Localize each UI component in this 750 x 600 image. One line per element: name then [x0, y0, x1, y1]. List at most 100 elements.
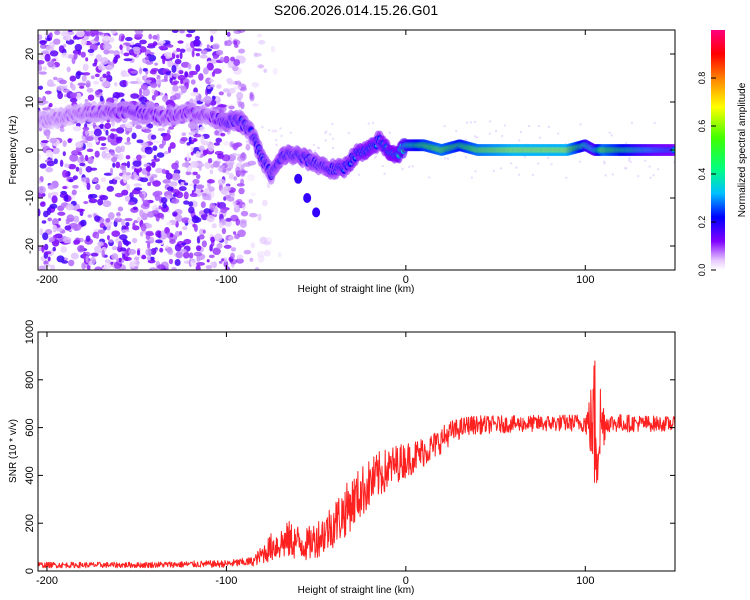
noise-blob [195, 48, 202, 52]
noise-blob [49, 237, 56, 243]
noise-blob [174, 258, 181, 266]
noise-dot [503, 124, 507, 127]
noise-blob [249, 257, 254, 262]
noise-blob [141, 193, 145, 202]
noise-dot [324, 131, 327, 135]
noise-blob [257, 64, 265, 69]
noise-blob [124, 217, 133, 222]
noise-blob [233, 59, 241, 66]
noise-blob [84, 154, 89, 162]
noise-blob [129, 260, 136, 269]
noise-dot [407, 165, 411, 168]
noise-blob [39, 228, 44, 236]
noise-blob [199, 228, 205, 236]
noise-blob [235, 55, 245, 60]
noise-dot [608, 131, 611, 134]
noise-blob [121, 218, 125, 226]
noise-blob [195, 150, 201, 159]
noise-blob [127, 201, 136, 206]
noise-blob [216, 243, 223, 249]
noise-blob [86, 148, 94, 153]
snr-panel: -200 -100 0 100 0 200 400 600 800 1000 Height of… [8, 320, 676, 596]
noise-blob [209, 78, 214, 83]
noise-blob [180, 248, 187, 253]
noise-blob [216, 84, 222, 89]
noise-blob [199, 54, 208, 59]
noise-blob [145, 230, 154, 236]
noise-blob [166, 221, 172, 226]
noise-blob [78, 167, 83, 176]
noise-dot [470, 176, 474, 179]
noise-dot [475, 136, 479, 139]
noise-blob [195, 184, 205, 190]
noise-blob [140, 142, 149, 147]
noise-blob [125, 130, 130, 135]
noise-blob [198, 73, 204, 81]
noise-blob [150, 82, 158, 88]
noise-blob [150, 248, 157, 255]
noise-blob [155, 230, 163, 238]
noise-blob [131, 132, 137, 140]
noise-blob [190, 151, 194, 156]
noise-blob [145, 248, 152, 256]
noise-dot [624, 167, 628, 170]
noise-blob [195, 245, 202, 252]
noise-blob [211, 58, 218, 64]
noise-blob [263, 240, 271, 246]
noise-blob [71, 150, 80, 156]
noise-blob [190, 146, 194, 152]
noise-blob [224, 266, 231, 270]
noise-blob [87, 214, 93, 218]
noise-blob [144, 56, 149, 61]
noise-blob [119, 247, 127, 252]
noise-blob [253, 52, 258, 58]
noise-blob [220, 132, 226, 137]
noise-blob [72, 125, 82, 132]
noise-blob [129, 41, 134, 46]
x-tick-label: -200 [36, 274, 58, 286]
noise-blob [149, 267, 159, 270]
noise-blob [233, 40, 238, 45]
noise-blob [221, 154, 231, 162]
noise-blob [144, 79, 152, 83]
noise-blob [48, 32, 53, 39]
colorbar-gradient [711, 30, 725, 270]
noise-dot [649, 176, 652, 180]
noise-blob [227, 80, 236, 85]
noise-blob [162, 95, 169, 103]
noise-dot [267, 129, 271, 132]
noise-blob [47, 217, 53, 222]
noise-blob [153, 190, 163, 196]
noise-blob [49, 137, 57, 144]
noise-blob [80, 51, 86, 58]
noise-dot [500, 134, 504, 138]
noise-blob [133, 48, 141, 55]
noise-blob [80, 154, 84, 162]
noise-blob [195, 52, 200, 57]
noise-blob [240, 178, 245, 186]
noise-blob [123, 176, 127, 184]
noise-blob [58, 79, 67, 85]
noise-blob [173, 80, 180, 84]
noise-blob [166, 247, 173, 254]
noise-blob [171, 162, 179, 170]
noise-blob [62, 169, 68, 178]
noise-blob [90, 75, 95, 80]
noise-dot [373, 156, 377, 160]
noise-blob [237, 229, 246, 238]
noise-blob [126, 161, 131, 169]
noise-blob [225, 39, 233, 47]
noise-blob [110, 30, 117, 35]
noise-blob [210, 191, 215, 198]
noise-blob [233, 86, 242, 90]
noise-blob [62, 88, 70, 93]
noise-blob [77, 72, 85, 76]
noise-blob [108, 239, 114, 243]
noise-blob [198, 165, 202, 171]
noise-dot [547, 156, 550, 160]
colorbar-tick-label: 0.6 [697, 120, 707, 133]
noise-blob [166, 129, 171, 135]
noise-blob [142, 68, 148, 72]
x-tick-label: 0 [403, 575, 409, 587]
